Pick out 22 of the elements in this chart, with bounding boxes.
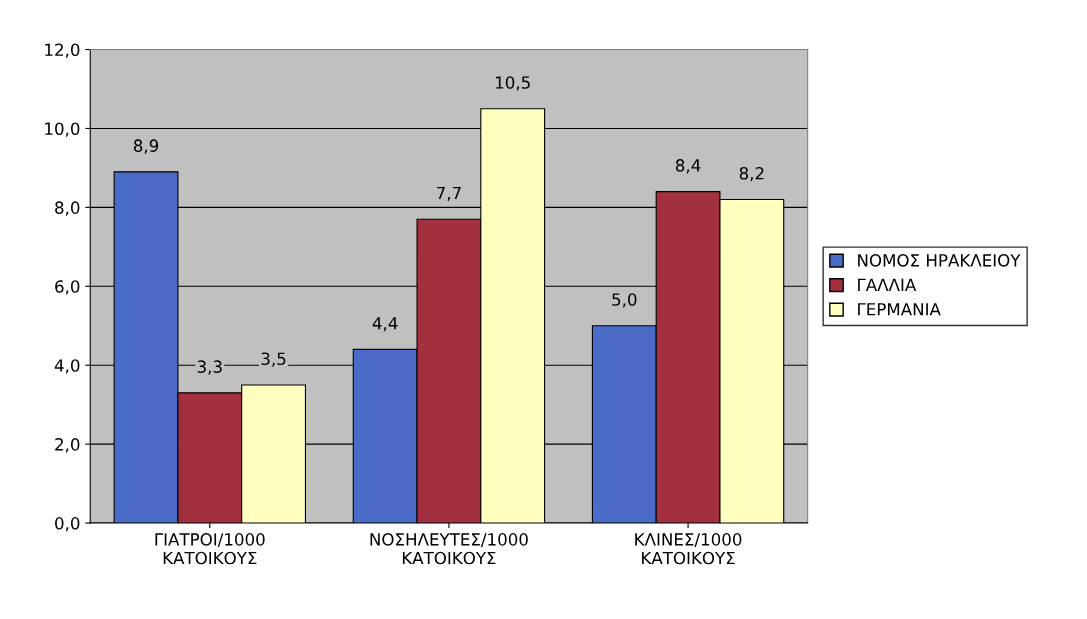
x-tick-label: ΚΛΙΝΕΣ/1000 ΚΑΤΟΙΚΟΥΣ bbox=[635, 533, 742, 565]
data-label: 4,4 bbox=[372, 317, 398, 332]
y-tick-label: 12,0 bbox=[45, 43, 80, 58]
x-tick-label: ΓΙΑΤΡΟΙ/1000 ΚΑΤΟΙΚΟΥΣ bbox=[155, 533, 265, 565]
data-label: 10,5 bbox=[495, 76, 530, 91]
legend-label: ΝΟΜΟΣ ΗΡΑΚΛΕΙΟΥ bbox=[858, 254, 1021, 267]
data-label: 8,2 bbox=[739, 166, 764, 182]
data-label: 5,0 bbox=[612, 293, 637, 308]
y-tick-label: 2,0 bbox=[55, 438, 80, 453]
data-label: 8,4 bbox=[675, 159, 701, 174]
x-tick-label: ΝΟΣΗΛΕΥΤΕΣ/1000 ΚΑΤΟΙΚΟΥΣ bbox=[370, 533, 528, 565]
legend-label: ΓΑΛΛΙΑ bbox=[858, 278, 917, 291]
y-tick-label: 8,0 bbox=[55, 201, 80, 216]
data-label: 8,9 bbox=[133, 139, 159, 154]
data-label: 7,7 bbox=[437, 186, 461, 202]
y-tick-label: 4,0 bbox=[54, 359, 80, 374]
y-tick-label: 10,0 bbox=[45, 122, 80, 137]
legend-label: ΓΕΡΜΑΝΙΑ bbox=[858, 303, 941, 316]
data-label: 3,5 bbox=[261, 352, 286, 367]
y-tick-label: 6,0 bbox=[55, 280, 80, 295]
data-label: 3,3 bbox=[197, 360, 222, 375]
y-tick-label: 0,0 bbox=[55, 517, 80, 532]
